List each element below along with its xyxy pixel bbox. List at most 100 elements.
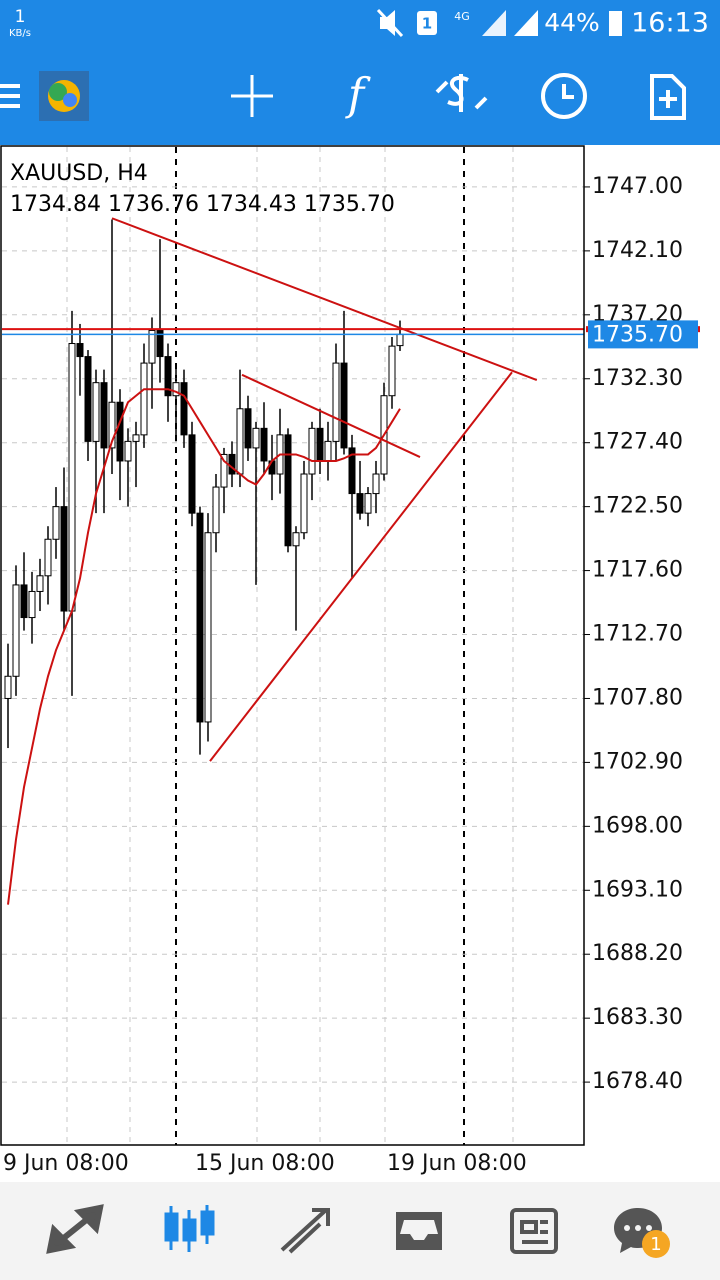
candle-body [300, 473, 308, 534]
moving-average [7, 388, 401, 905]
nav-chat[interactable] [614, 1208, 670, 1258]
y-tick-label: 1698.00 [592, 813, 683, 838]
nav-history[interactable] [396, 1212, 442, 1250]
y-tick-label: 1742.10 [592, 238, 683, 263]
y-tick-label: 1747.00 [592, 174, 683, 199]
x-tick-label: 9 Jun 08:00 [3, 1151, 129, 1176]
chart-area [0, 145, 720, 1182]
candle-body [108, 401, 116, 449]
candle-body [196, 512, 204, 723]
trendline [241, 373, 421, 458]
candle-body [332, 362, 340, 442]
net-speed: 1 [15, 7, 26, 27]
candle-body [60, 506, 68, 612]
candle-body [204, 532, 212, 723]
candle-body [132, 434, 140, 442]
app-logo[interactable] [39, 71, 89, 121]
y-tick-label: 1693.10 [592, 877, 683, 902]
candle-body [76, 343, 84, 358]
y-tick-label: 1678.40 [592, 1069, 683, 1094]
candle-body [396, 333, 404, 347]
candle-body [92, 382, 100, 442]
clock: 16:13 [631, 8, 709, 39]
bottom-nav [0, 1182, 720, 1280]
candle-body [124, 440, 132, 462]
new-order-button[interactable] [650, 74, 686, 120]
plot [2, 186, 584, 1083]
plot-frame [0, 145, 585, 1146]
candle-body [292, 532, 300, 547]
candle-body [116, 401, 124, 462]
vertical-grid [66, 147, 514, 1145]
x-tick-label: 15 Jun 08:00 [195, 1151, 335, 1176]
y-tick-label: 1688.20 [592, 941, 683, 966]
candle-body [236, 408, 244, 475]
candle-body [252, 427, 260, 449]
y-tick-label: 1702.90 [592, 749, 683, 774]
candle-body [324, 440, 332, 462]
candle-body [372, 473, 380, 495]
candle-body [28, 590, 36, 619]
app-header [0, 0, 720, 145]
trendline [111, 217, 538, 381]
candle-body [260, 427, 268, 462]
candle-body [220, 453, 228, 488]
candle-body [12, 584, 20, 677]
notification-count: 1 [422, 15, 432, 33]
menu-button[interactable] [0, 84, 20, 108]
timeframe-button[interactable] [541, 73, 587, 119]
candle-body [364, 493, 372, 514]
candle-body [36, 575, 44, 592]
candle-body [340, 362, 348, 449]
candle-body [84, 356, 92, 442]
battery-icon [609, 11, 622, 36]
candle-body [284, 434, 292, 547]
y-tick-label: 1707.80 [592, 685, 683, 710]
period-separators [175, 147, 465, 1145]
candle-body [100, 382, 108, 449]
y-tick-label: 1717.60 [592, 558, 683, 583]
y-tick-label: 1683.30 [592, 1005, 683, 1030]
chat-badge: 1 [650, 1234, 661, 1255]
candle-body [20, 584, 28, 619]
bid-label: 1735.70 [592, 322, 683, 347]
candle-body [44, 538, 52, 577]
battery-level: 44% [544, 8, 600, 37]
candle-body [316, 427, 324, 462]
nav-chart[interactable] [164, 1205, 215, 1252]
signal-icons [482, 10, 538, 36]
candle-body [52, 506, 60, 540]
candle-body [172, 382, 180, 397]
y-tick-label: 1732.30 [592, 366, 683, 391]
candle-body [356, 493, 364, 514]
candle-body [68, 343, 76, 612]
candle-body [156, 329, 164, 358]
trade-button[interactable] [435, 74, 488, 112]
candle-body [388, 345, 396, 397]
nav-news[interactable] [510, 1208, 558, 1254]
y-tick-label: 1727.40 [592, 430, 683, 455]
candle-body [148, 329, 156, 364]
x-tick-label: 19 Jun 08:00 [387, 1151, 527, 1176]
bid-label-box [588, 320, 698, 349]
candle-body [180, 382, 188, 436]
mute-icon [376, 8, 404, 38]
candle-body [228, 453, 236, 475]
candle-body [140, 362, 148, 436]
network-type: 4G [454, 10, 470, 23]
crosshair-button[interactable] [231, 75, 273, 117]
net-speed-unit: KB/s [9, 28, 31, 39]
candle-body [308, 427, 316, 475]
candle-body [244, 408, 252, 449]
notification-icon [417, 11, 437, 35]
candle-body [164, 356, 172, 397]
candle-body [4, 675, 12, 699]
trendline [209, 371, 513, 762]
y-tick-label: 1722.50 [592, 494, 683, 519]
candle-body [212, 486, 220, 534]
nav-quotes[interactable] [46, 1204, 104, 1254]
candle-body [188, 434, 196, 514]
candle-body [348, 447, 356, 495]
nav-trade[interactable] [280, 1208, 330, 1254]
